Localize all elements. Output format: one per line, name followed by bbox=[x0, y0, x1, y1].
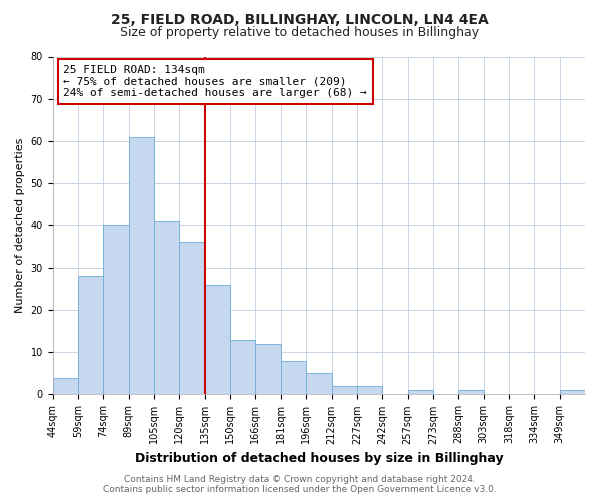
Bar bbox=[256, 344, 281, 395]
Bar bbox=[179, 242, 205, 394]
Text: 25, FIELD ROAD, BILLINGHAY, LINCOLN, LN4 4EA: 25, FIELD ROAD, BILLINGHAY, LINCOLN, LN4… bbox=[111, 12, 489, 26]
X-axis label: Distribution of detached houses by size in Billinghay: Distribution of detached houses by size … bbox=[134, 452, 503, 465]
Text: Contains HM Land Registry data © Crown copyright and database right 2024.
Contai: Contains HM Land Registry data © Crown c… bbox=[103, 474, 497, 494]
Bar bbox=[53, 378, 78, 394]
Bar bbox=[306, 374, 332, 394]
Bar bbox=[103, 226, 129, 394]
Bar bbox=[205, 284, 230, 395]
Bar bbox=[357, 386, 382, 394]
Text: 25 FIELD ROAD: 134sqm
← 75% of detached houses are smaller (209)
24% of semi-det: 25 FIELD ROAD: 134sqm ← 75% of detached … bbox=[63, 65, 367, 98]
Bar bbox=[154, 221, 179, 394]
Bar bbox=[78, 276, 103, 394]
Bar bbox=[332, 386, 357, 394]
Text: Size of property relative to detached houses in Billinghay: Size of property relative to detached ho… bbox=[121, 26, 479, 39]
Bar bbox=[129, 137, 154, 394]
Bar bbox=[281, 360, 306, 394]
Bar bbox=[407, 390, 433, 394]
Bar bbox=[560, 390, 585, 394]
Bar bbox=[458, 390, 484, 394]
Bar bbox=[230, 340, 256, 394]
Y-axis label: Number of detached properties: Number of detached properties bbox=[15, 138, 25, 313]
